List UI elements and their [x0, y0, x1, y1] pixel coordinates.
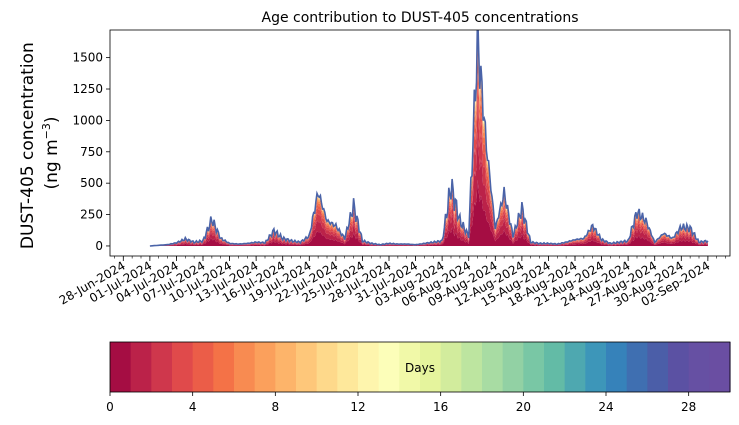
age-band-4 — [149, 55, 708, 246]
y-axis-label-line2-suffix: ) — [42, 116, 62, 123]
age-band-19 — [149, 30, 708, 246]
colorbar-segment — [234, 342, 256, 392]
colorbar-segment — [213, 342, 235, 392]
age-band-26 — [149, 30, 708, 246]
age-band-12 — [149, 30, 708, 246]
y-tick-label: 750 — [80, 145, 103, 159]
age-band-17 — [149, 30, 708, 246]
y-tick-label: 0 — [95, 239, 103, 253]
colorbar-tick-label: 0 — [106, 400, 114, 414]
colorbar-segment — [688, 342, 710, 392]
colorbar-segment — [337, 342, 359, 392]
age-band-0 — [149, 179, 708, 246]
colorbar — [110, 342, 731, 392]
y-tick-label: 1250 — [72, 82, 103, 96]
colorbar-segment — [606, 342, 628, 392]
y-tick-label: 1000 — [72, 113, 103, 127]
age-band-22 — [149, 30, 708, 246]
colorbar-segment — [420, 342, 442, 392]
y-axis-label-line2-sup: −3 — [40, 123, 53, 139]
colorbar-segment — [564, 342, 586, 392]
chart-title: Age contribution to DUST-405 concentrati… — [262, 10, 579, 26]
colorbar-axis: 0 4 8 12 16 20 24 28 — [106, 392, 696, 414]
colorbar-segment — [172, 342, 194, 392]
colorbar-tick-label: 4 — [189, 400, 197, 414]
colorbar-segment — [275, 342, 297, 392]
y-axis-label-line1: DUST-405 concentration — [18, 42, 38, 249]
colorbar-frame — [109, 341, 731, 393]
age-band-24 — [149, 30, 708, 246]
age-band-18 — [149, 30, 708, 246]
colorbar-segment — [585, 342, 607, 392]
colorbar-segment — [358, 342, 380, 392]
age-band-23 — [149, 30, 708, 246]
age-band-21 — [149, 30, 708, 246]
age-band-14 — [149, 30, 708, 246]
age-contribution-layers — [149, 30, 708, 247]
age-band-5 — [149, 42, 708, 247]
colorbar-tick-label: 24 — [598, 400, 613, 414]
x-axis: 28-Jun-202401-Jul-202404-Jul-202407-Jul-… — [57, 256, 726, 309]
age-band-1 — [149, 131, 708, 246]
y-axis-label: DUST-405 concentration (ng m−3) — [18, 37, 62, 249]
colorbar-segment — [523, 342, 545, 392]
colorbar-segment — [296, 342, 318, 392]
age-band-16 — [149, 30, 708, 246]
y-axis-label-line2-prefix: (ng m — [42, 139, 62, 189]
age-band-8 — [149, 30, 708, 246]
age-band-25 — [149, 30, 708, 246]
total-concentration-line — [149, 30, 709, 247]
y-tick-label: 250 — [80, 208, 103, 222]
age-band-10 — [149, 30, 708, 246]
age-band-3 — [149, 72, 708, 246]
colorbar-segment — [440, 342, 462, 392]
age-band-27 — [149, 30, 708, 246]
colorbar-segment — [151, 342, 173, 392]
total-concentration-series — [149, 30, 709, 247]
colorbar-segment — [399, 342, 421, 392]
age-band-9 — [149, 30, 708, 246]
age-band-2 — [149, 97, 708, 246]
age-band-13 — [149, 30, 708, 246]
colorbar-segment — [192, 342, 214, 392]
colorbar-segment — [378, 342, 400, 392]
colorbar-segment — [316, 342, 338, 392]
age-band-7 — [149, 30, 708, 246]
y-tick-label: 500 — [80, 176, 103, 190]
plot-frame — [109, 29, 731, 257]
colorbar-tick-label: 28 — [681, 400, 696, 414]
age-band-15 — [149, 30, 708, 246]
age-band-6 — [149, 32, 708, 247]
colorbar-tick-label: 20 — [516, 400, 531, 414]
colorbar-segment — [461, 342, 483, 392]
age-band-11 — [149, 30, 708, 246]
colorbar-segment — [110, 342, 132, 392]
colorbar-label: Days — [405, 361, 435, 375]
colorbar-tick-label: 12 — [350, 400, 365, 414]
colorbar-segment — [130, 342, 152, 392]
colorbar-segment — [647, 342, 669, 392]
y-tick-label: 1500 — [72, 51, 103, 65]
age-band-29 — [149, 30, 708, 246]
colorbar-tick-label: 16 — [433, 400, 448, 414]
colorbar-segment — [502, 342, 524, 392]
y-axis: 0 250 500 750 1000 1250 1500 — [72, 51, 110, 253]
colorbar-segment — [668, 342, 690, 392]
colorbar-tick-label: 8 — [272, 400, 280, 414]
age-band-28 — [149, 30, 708, 246]
age-band-20 — [149, 30, 708, 246]
colorbar-segment — [482, 342, 504, 392]
colorbar-segment — [709, 342, 731, 392]
colorbar-segment — [254, 342, 276, 392]
colorbar-segment — [544, 342, 566, 392]
colorbar-segment — [626, 342, 648, 392]
